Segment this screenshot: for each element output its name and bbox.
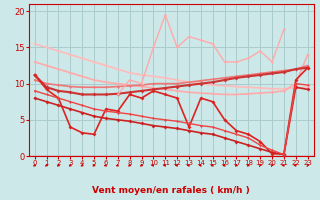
X-axis label: Vent moyen/en rafales ( km/h ): Vent moyen/en rafales ( km/h )	[92, 186, 250, 195]
